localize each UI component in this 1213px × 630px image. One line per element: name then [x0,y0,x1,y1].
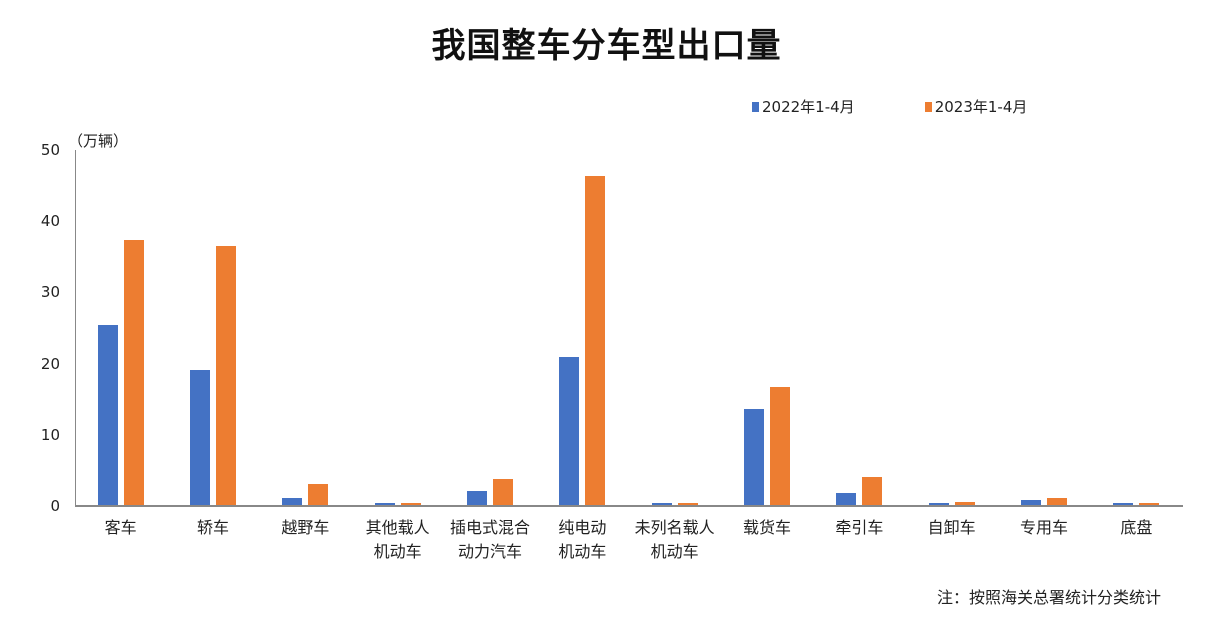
bar-2022 [836,493,857,506]
bar-2023 [1139,503,1160,506]
legend-item-2022: 2022年1-4月 [752,96,855,117]
x-tick-label: 其他载人 机动车 [365,518,430,561]
bar-2023 [1047,498,1067,506]
x-tick-label: 插电式混合 动力汽车 [449,518,530,561]
bar-2022 [651,503,672,506]
bar-2023 [308,483,329,506]
y-tick-label: 20 [40,354,60,373]
bar-2023 [677,503,698,506]
legend-label-2023: 2023年1-4月 [934,98,1028,116]
y-tick-label: 40 [40,212,60,231]
y-axis-line [75,150,76,506]
bar-2023 [400,503,421,506]
bar-2023 [123,239,144,506]
bar-2023 [216,246,236,506]
legend-item-2023: 2023年1-4月 [924,96,1028,117]
y-tick-label: 30 [40,283,60,302]
x-tick-label: 未列名载人 机动车 [634,518,715,561]
bar-2022 [744,409,764,506]
footnote: 注：按照海关总署统计分类统计 [936,588,1161,607]
bar-2023 [954,501,975,506]
bar-2023 [862,476,883,506]
bar-2022 [282,498,303,506]
y-tick-label: 10 [40,425,60,444]
x-tick-label: 自卸车 [927,518,976,537]
x-tick-label: 底盘 [1120,518,1153,537]
x-tick-label: 轿车 [196,518,229,537]
bar-2022 [1021,500,1041,506]
bar-2022 [928,503,949,506]
bar-2022 [190,370,210,506]
x-axis-line [75,505,1183,507]
legend: 2022年1-4月 2023年1-4月 [752,96,1027,117]
bar-2022 [1113,503,1134,506]
x-tick-label: 载货车 [742,518,791,537]
x-tick-label: 牵引车 [835,518,884,537]
x-tick-label: 越野车 [281,518,330,537]
bar-2022 [374,503,395,506]
bar-2022 [467,491,487,506]
legend-swatch-2023 [924,101,932,112]
bar-2023 [493,478,513,506]
x-tick-label: 客车 [104,518,137,537]
x-tick-label: 纯电动 机动车 [558,518,607,561]
legend-swatch-2022 [752,101,759,112]
y-tick-label: 0 [50,497,60,515]
chart-title: 我国整车分车型出口量 [431,26,782,66]
legend-label-2022: 2022年1-4月 [762,98,855,116]
bar-2022 [97,325,118,506]
y-tick-label: 50 [40,141,60,159]
bar-2022 [559,357,580,506]
x-tick-label: 专用车 [1019,518,1068,537]
bar-2023 [770,387,790,506]
bar-2023 [585,176,606,506]
plot-area [75,150,1183,506]
y-axis-unit-label: （万辆） [68,132,129,150]
